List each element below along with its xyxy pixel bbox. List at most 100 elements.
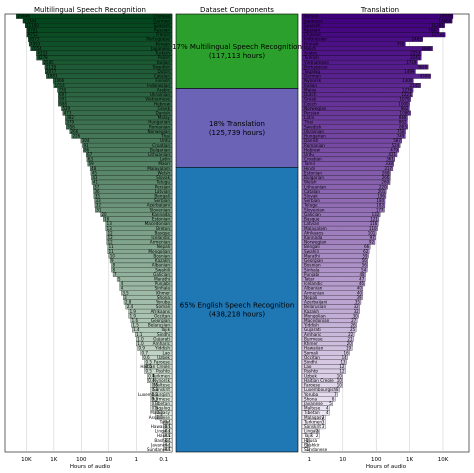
asr-bar-value: 382 — [66, 115, 74, 120]
asr-bar-value: 16 — [104, 217, 110, 222]
translation-bar-language: Kannada — [304, 235, 323, 240]
asr-bar-language: Khmer — [156, 290, 170, 295]
translation-bar-value: 62 — [363, 249, 369, 254]
asr-bar-language: Burmese — [151, 396, 170, 401]
translation-bar-language: Urdu — [304, 152, 314, 157]
asr-bar-value: 0.2 — [156, 410, 163, 415]
asr-bar-value: 1.0 — [137, 336, 144, 341]
asr-bar-value: 63 — [88, 157, 94, 162]
asr-bar-value: 4 — [121, 281, 124, 286]
translation-bar-language: Norwegian — [304, 106, 327, 111]
translation-bar-value: 982 — [401, 106, 409, 111]
asr-bar-value: 691 — [59, 97, 67, 102]
translation-bar-language: Swedish — [304, 124, 322, 129]
translation-bar-language: Gujarati — [304, 327, 321, 332]
translation-bar-language: Icelandic — [304, 281, 323, 286]
component-label: 18% Translation — [209, 120, 265, 128]
translation-bar-value: 59 — [362, 253, 368, 258]
translation-bar-value: 110 — [369, 226, 377, 231]
asr-bar-language: Hausa — [157, 433, 171, 438]
translation-bar-language: Sindhi — [304, 359, 317, 364]
translation-bar-value: 101 — [368, 230, 376, 235]
translation-bar-value: 2253 — [410, 51, 421, 56]
asr-bar-language: Urdu — [160, 138, 170, 143]
asr-bar-language: Kannada — [152, 212, 171, 217]
translation-bar-value: 421 — [388, 152, 396, 157]
translation-bar-language: Luxembourgish — [304, 387, 336, 392]
asr-bar-language: Latin — [160, 157, 171, 162]
translation-bar-value: 20 — [347, 341, 353, 346]
asr-bar-language: Occitan — [154, 313, 170, 318]
translation-bar-language: Turkish — [303, 55, 319, 60]
translation-bar-language: Indonesian — [304, 37, 327, 42]
asr-bar-language: Maltese — [154, 383, 171, 388]
translation-bar-language: Albanian — [304, 286, 323, 291]
translation-bar-value: 2145 — [409, 83, 420, 88]
asr-bar-language: Slovenian — [150, 207, 171, 212]
asr-bar-value: 0.1 — [165, 424, 172, 429]
asr-bar-value: 13 — [107, 226, 113, 231]
translation-bar-value: 1 — [306, 438, 309, 443]
translation-bar-value: 524 — [392, 143, 400, 148]
translation-bar-value: 1079 — [400, 97, 411, 102]
translation-bar-value: 19938 — [439, 14, 452, 19]
asr-bar-language: Tagalog — [153, 406, 170, 411]
asr-bar-language: Swahili — [155, 267, 170, 272]
translation-bar-value: 587 — [393, 138, 401, 143]
asr-bar-language: Georgian — [151, 318, 170, 323]
asr-bar-language: Lingala — [155, 429, 171, 434]
translation-bar-language: Croatian — [304, 157, 322, 162]
translation-tick-label: 1K — [406, 457, 413, 463]
asr-bar-language: Romanian — [149, 124, 170, 129]
asr-bar-value: 59 — [89, 161, 95, 166]
asr-bar-value: 2.4 — [127, 304, 134, 309]
translation-bar-language: Hawaiian — [304, 346, 324, 351]
asr-bar-value: 86 — [84, 147, 90, 152]
translation-bar-value: 183 — [376, 203, 384, 208]
asr-bar-language: Nepali — [157, 244, 170, 249]
asr-bar-value: 0.9 — [139, 346, 146, 351]
translation-bar-language: Sundanese — [304, 447, 328, 452]
component-hours: (117,113 hours) — [209, 52, 266, 60]
translation-bar-value: 18860 — [438, 18, 451, 23]
components-panel: 17% Multilingual Speech Recognition(117,… — [172, 13, 302, 453]
asr-bar-language: Polish — [158, 55, 170, 60]
translation-bar-value: 11731 — [432, 32, 445, 37]
asr-bar-language: Sindhi — [157, 332, 170, 337]
asr-bar-value: 0.1 — [165, 438, 172, 443]
translation-bar-value: 10 — [337, 378, 343, 383]
asr-tick-label: 0.1 — [159, 457, 168, 463]
asr-bar-language: Telugu — [155, 180, 170, 185]
asr-bar-value: 9761 — [28, 28, 39, 33]
translation-bar-language: Marathi — [304, 253, 320, 258]
asr-title: Multilingual Speech Recognition — [34, 6, 146, 14]
asr-bar-language: Turkish — [154, 51, 170, 56]
asr-bar-language: Portuguese — [146, 37, 170, 42]
asr-bar-value: 33 — [96, 198, 102, 203]
translation-bar-value: 266 — [382, 175, 390, 180]
asr-tick-label: 10K — [21, 457, 32, 463]
translation-bar-language: Azerbaijani — [304, 300, 327, 305]
asr-bar-value: 0.1 — [165, 429, 172, 434]
translation-bar-value: 56 — [362, 263, 368, 268]
translation-bar-value: 317 — [384, 166, 392, 171]
asr-bar-value: 0.1 — [165, 447, 172, 452]
asr-bar-value: 0.2 — [156, 415, 163, 420]
translation-bar-value: 32 — [354, 304, 360, 309]
translation-bar-language: Yiddish — [303, 323, 319, 328]
asr-bar-language: Malagasy — [150, 410, 170, 415]
translation-bar-language: Hausa — [304, 438, 318, 443]
asr-bar-language: Marathi — [154, 276, 170, 281]
translation-bar-value: 2 — [316, 433, 319, 438]
translation-bar-language: Telugu — [303, 203, 318, 208]
asr-bar-value: 12 — [108, 240, 114, 245]
translation-bar-language: Tatar — [303, 276, 315, 281]
translation-bar-value: 260 — [381, 180, 389, 185]
translation-bar-value: 25 — [350, 327, 356, 332]
asr-bar — [163, 447, 173, 453]
translation-tick-label: 1 — [308, 457, 312, 463]
translation-bar-language: Haitian Creole — [304, 378, 334, 383]
asr-bar-language: Bosnian — [153, 253, 170, 258]
asr-bar-value: 43 — [92, 175, 98, 180]
asr-bar-value: 697 — [59, 92, 67, 97]
